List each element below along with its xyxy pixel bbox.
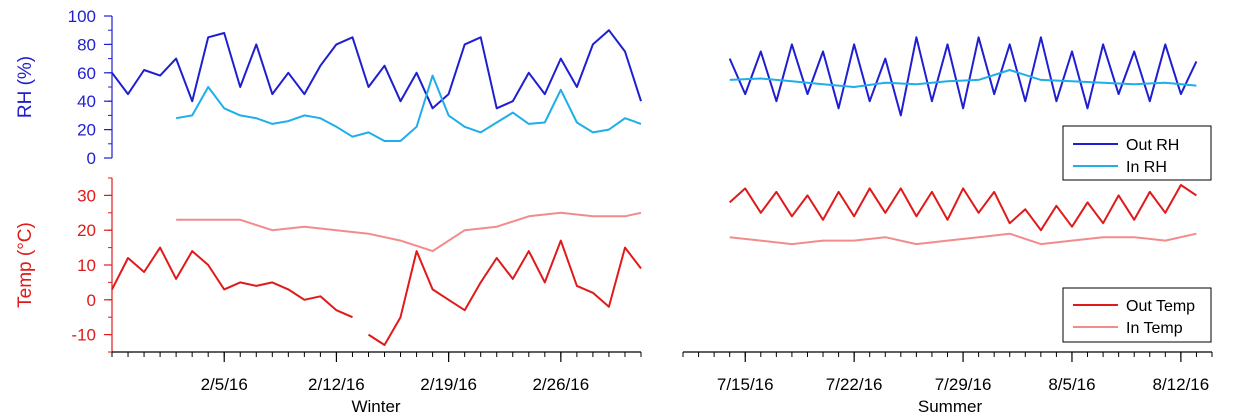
x-tick-label: 7/15/16 [717,375,774,394]
rh-y-tick-label: 20 [77,121,96,140]
x-tick-label: 2/19/16 [420,375,477,394]
temp-y-tick-label: -10 [71,326,96,345]
x-tick-label: 8/5/16 [1048,375,1095,394]
rh-legend: Out RH In RH [1062,125,1212,181]
winter-in-rh-line [175,74,642,142]
temp-legend: Out Temp In Temp [1062,287,1212,343]
rh-y-tick-label: 0 [87,149,96,168]
x-tick-label: 2/12/16 [308,375,365,394]
rh-y-axis: RH (%) [15,16,113,158]
legend-label-out-temp: Out Temp [1126,298,1195,315]
x-tick-label: 8/12/16 [1153,375,1210,394]
rh-y-tick-label: 80 [77,35,96,54]
rh-y-tick-label: 40 [77,92,96,111]
rh-y-tick-label: 60 [77,64,96,83]
temp-legend-box [1062,287,1212,343]
x-tick-label: 7/22/16 [826,375,883,394]
rh-y-tick-label: 100 [68,7,96,26]
summer-period-label: Summer [918,397,983,416]
x-tick-label: 7/29/16 [935,375,992,394]
winter-period-label: Winter [351,397,400,416]
summer-in-rh-line [729,69,1197,88]
winter-out-rh-line [111,29,642,110]
legend-label-in-temp: In Temp [1126,320,1183,337]
temp-y-tick-label: 20 [77,221,96,240]
legend-label-in-rh: In RH [1126,159,1167,176]
winter-in-temp-line [176,211,642,253]
summer-out-temp-line [729,184,1197,232]
x-tick-label: 2/26/16 [532,375,589,394]
temp-y-axis-title: Temp (°C) [15,222,36,308]
tick-layer: 0 20 40 60 80 100 -10 0 10 20 30 2/5/16 2/12/16 2/19/… [68,7,1213,394]
x-tick-label: 2/5/16 [201,375,248,394]
winter-out-temp-line [111,239,642,346]
temp-y-axis: Temp (°C) [15,178,113,352]
temp-y-tick-label: 10 [77,256,96,275]
temp-y-tick-label: 0 [87,291,96,310]
temp-y-tick-label: 30 [77,186,96,205]
rh-legend-box [1062,125,1212,181]
summer-out-rh-line [728,36,1198,117]
summer-in-temp-line [729,232,1197,246]
rh-y-axis-title: RH (%) [15,56,36,118]
series-layer [111,29,1198,346]
legend-label-out-rh: Out RH [1126,137,1179,154]
x-axes: Winter Summer [112,351,1212,416]
